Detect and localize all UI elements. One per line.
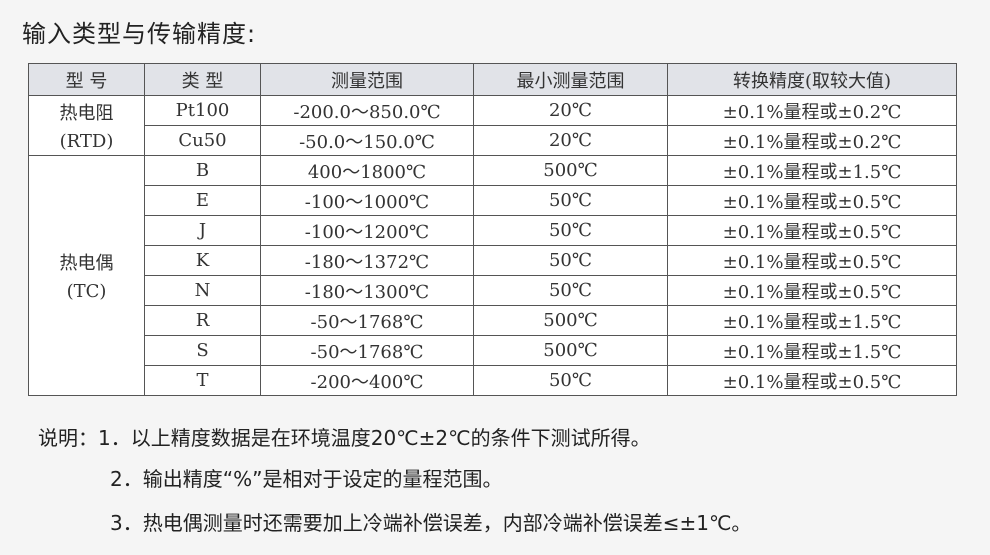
table-row: S -50～1768℃ 500℃ ±0.1%量程或±1.5℃ [29, 335, 957, 366]
min-range-cell: 500℃ [473, 335, 668, 366]
range-cell: -200.0～850.0℃ [260, 95, 474, 126]
type-cell: R [144, 305, 261, 336]
type-cell: Pt100 [144, 95, 261, 126]
accuracy-cell: ±0.1%量程或±1.5℃ [667, 155, 957, 186]
model-cell: 热电阻 (RTD) [28, 95, 145, 156]
model-cell: 热电偶 (TC) [28, 155, 145, 396]
range-cell: -200～400℃ [260, 365, 474, 396]
min-range-cell: 50℃ [473, 185, 668, 216]
type-cell: J [144, 215, 261, 246]
min-range-cell: 500℃ [473, 305, 668, 336]
header-type: 类 型 [144, 63, 261, 96]
range-cell: -100～1000℃ [260, 185, 474, 216]
type-cell: Cu50 [144, 125, 261, 156]
header-model: 型 号 [28, 63, 145, 96]
model-label: (RTD) [59, 131, 114, 152]
range-cell: 400～1800℃ [260, 155, 474, 186]
note-1: 说明：1．以上精度数据是在环境温度20℃±2℃的条件下测试所得。 [38, 426, 651, 450]
accuracy-cell: ±0.1%量程或±1.5℃ [667, 305, 957, 336]
accuracy-cell: ±0.1%量程或±0.5℃ [667, 215, 957, 246]
table-row: J -100～1200℃ 50℃ ±0.1%量程或±0.5℃ [29, 215, 957, 246]
type-cell: K [144, 245, 261, 276]
table-row: E -100～1000℃ 50℃ ±0.1%量程或±0.5℃ [29, 185, 957, 216]
accuracy-cell: ±0.1%量程或±0.5℃ [667, 245, 957, 276]
table-row: 热电偶 (TC) B 400～1800℃ 500℃ ±0.1%量程或±1.5℃ [28, 155, 957, 396]
table-row: N -180～1300℃ 50℃ ±0.1%量程或±0.5℃ [29, 275, 957, 306]
note-3: 3．热电偶测量时还需要加上冷端补偿误差，内部冷端补偿误差≤±1℃。 [110, 511, 752, 535]
min-range-cell: 500℃ [473, 155, 668, 186]
accuracy-cell: ±0.1%量程或±0.2℃ [667, 95, 957, 126]
min-range-cell: 20℃ [473, 95, 668, 126]
table-row: T -200～400℃ 50℃ ±0.1%量程或±0.5℃ [29, 365, 957, 396]
header-min-range: 最小测量范围 [473, 63, 668, 96]
accuracy-cell: ±0.1%量程或±0.5℃ [667, 185, 957, 216]
min-range-cell: 50℃ [473, 365, 668, 396]
range-cell: -180～1372℃ [260, 245, 474, 276]
model-label: 热电阻 [59, 103, 114, 124]
min-range-cell: 20℃ [473, 125, 668, 156]
range-cell: -50.0～150.0℃ [260, 125, 474, 156]
min-range-cell: 50℃ [473, 275, 668, 306]
range-cell: -180～1300℃ [260, 275, 474, 306]
type-cell: B [144, 155, 261, 186]
model-label: (TC) [66, 281, 107, 302]
type-cell: E [144, 185, 261, 216]
header-range: 测量范围 [260, 63, 474, 96]
table-row: R -50～1768℃ 500℃ ±0.1%量程或±1.5℃ [29, 305, 957, 336]
accuracy-cell: ±0.1%量程或±0.5℃ [667, 275, 957, 306]
accuracy-cell: ±0.1%量程或±0.5℃ [667, 365, 957, 396]
table-header-row: 型 号 类 型 测量范围 最小测量范围 转换精度(取较大值) [28, 63, 957, 96]
range-cell: -50～1768℃ [260, 335, 474, 366]
note-2: 2．输出精度“%”是相对于设定的量程范围。 [110, 467, 503, 491]
type-cell: T [144, 365, 261, 396]
accuracy-cell: ±0.1%量程或±0.2℃ [667, 125, 957, 156]
model-label: 热电偶 [59, 253, 114, 274]
input-type-accuracy-table: 型 号 类 型 测量范围 最小测量范围 转换精度(取较大值) 热电阻 (RTD) P… [28, 63, 957, 396]
table-row: 热电阻 (RTD) Pt100 -200.0～850.0℃ 20℃ ±0.1%量程或±0.… [28, 95, 957, 156]
header-accuracy: 转换精度(取较大值) [667, 63, 957, 96]
page-title: 输入类型与传输精度: [22, 20, 257, 48]
table-row: K -180～1372℃ 50℃ ±0.1%量程或±0.5℃ [29, 245, 957, 276]
accuracy-cell: ±0.1%量程或±1.5℃ [667, 335, 957, 366]
range-cell: -50～1768℃ [260, 305, 474, 336]
range-cell: -100～1200℃ [260, 215, 474, 246]
min-range-cell: 50℃ [473, 215, 668, 246]
min-range-cell: 50℃ [473, 245, 668, 276]
type-cell: N [144, 275, 261, 306]
table-row: Cu50 -50.0～150.0℃ 20℃ ±0.1%量程或±0.2℃ [29, 125, 957, 156]
type-cell: S [144, 335, 261, 366]
